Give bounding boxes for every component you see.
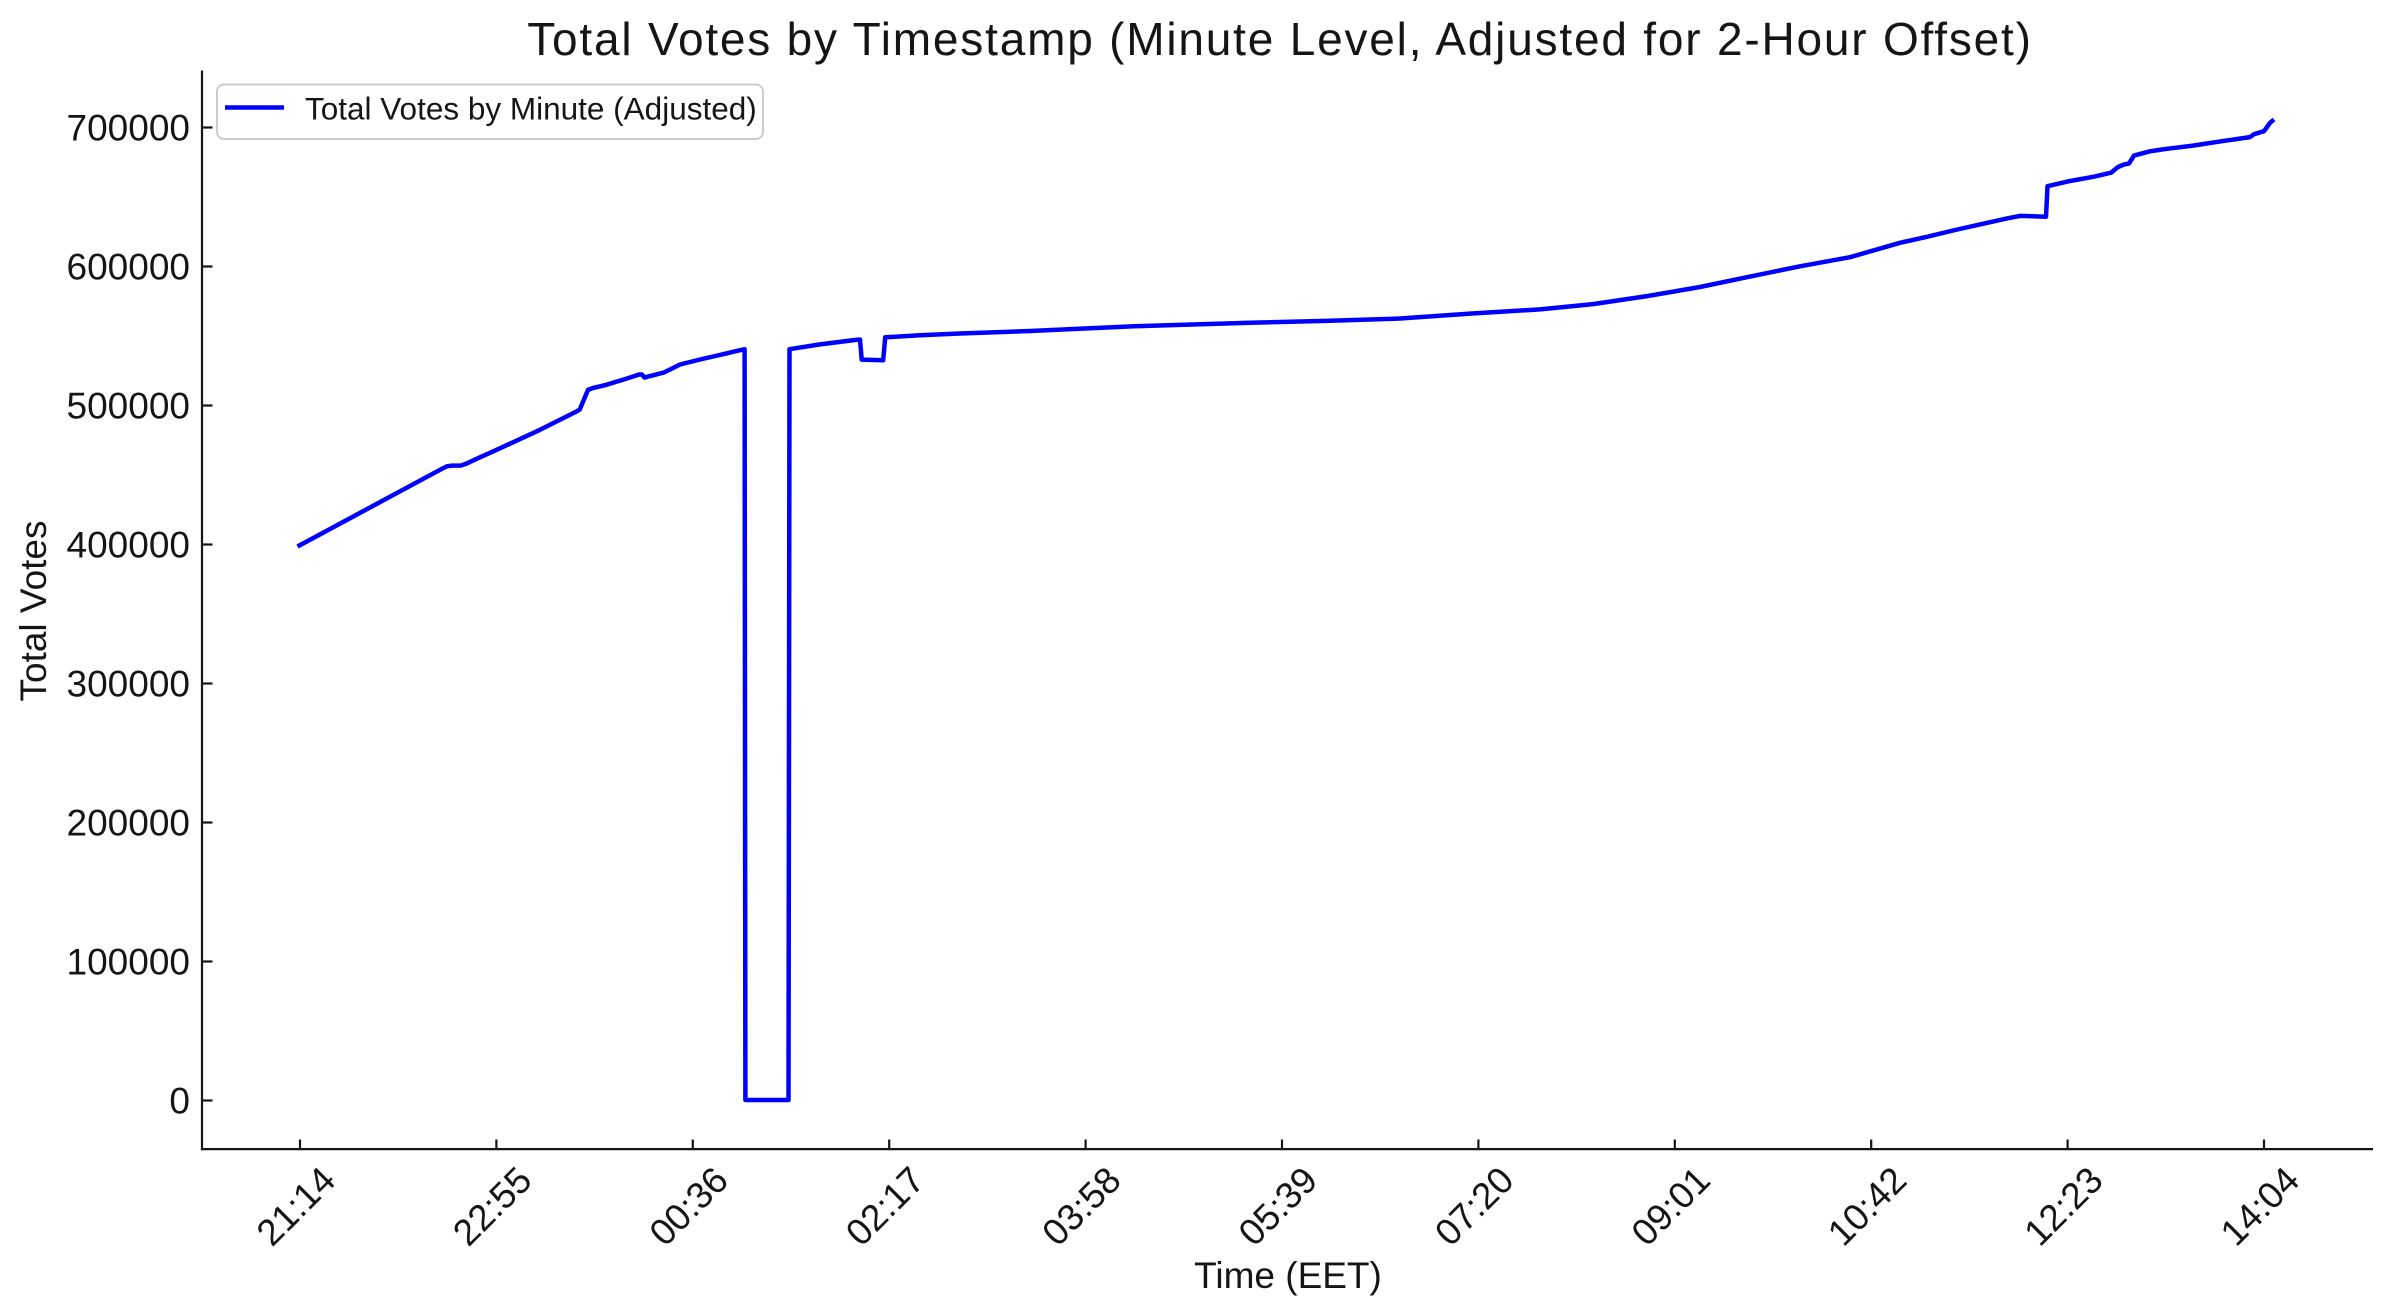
svg-text:Total Votes by Minute (Adjuste: Total Votes by Minute (Adjusted) <box>305 91 757 127</box>
svg-text:Total Votes: Total Votes <box>13 520 54 701</box>
svg-text:100000: 100000 <box>67 942 190 983</box>
svg-text:0: 0 <box>169 1081 190 1122</box>
svg-text:300000: 300000 <box>67 664 190 705</box>
svg-text:700000: 700000 <box>67 108 190 149</box>
svg-text:400000: 400000 <box>67 525 190 566</box>
svg-text:Time (EET): Time (EET) <box>1194 1255 1382 1296</box>
svg-text:600000: 600000 <box>67 247 190 288</box>
svg-text:Total Votes by Timestamp (Minu: Total Votes by Timestamp (Minute Level, … <box>527 13 2033 65</box>
svg-text:500000: 500000 <box>67 386 190 427</box>
svg-text:200000: 200000 <box>67 803 190 844</box>
